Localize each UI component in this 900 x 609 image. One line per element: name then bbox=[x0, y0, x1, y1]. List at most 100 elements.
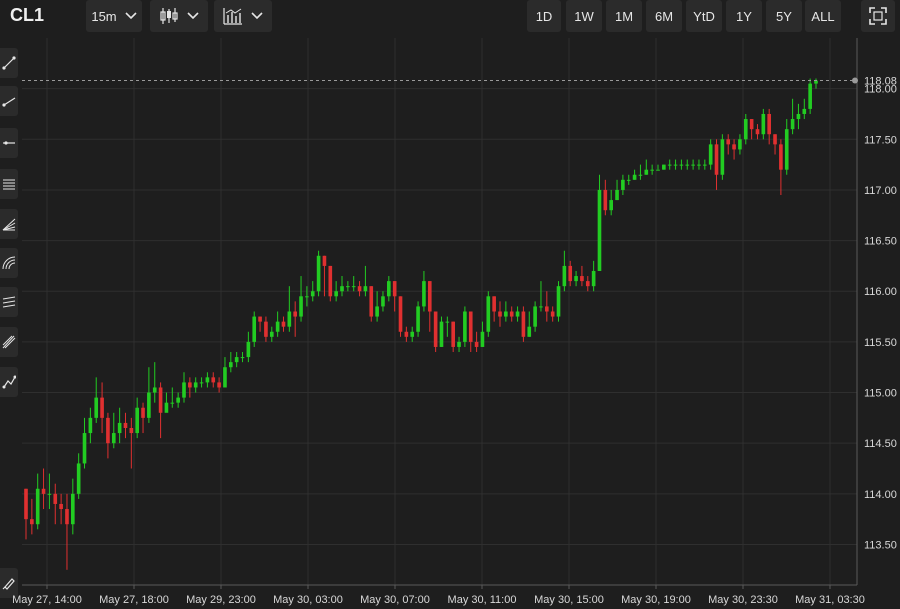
path-icon bbox=[2, 375, 16, 389]
candle bbox=[328, 265, 333, 302]
candle bbox=[94, 377, 99, 423]
ray-icon bbox=[2, 97, 16, 107]
candle bbox=[340, 276, 344, 297]
brush-tool[interactable] bbox=[0, 568, 18, 598]
candle bbox=[509, 306, 514, 322]
candle bbox=[609, 189, 613, 216]
candle bbox=[392, 281, 397, 312]
x-tick-label: May 30, 15:00 bbox=[534, 594, 604, 606]
candle bbox=[35, 473, 40, 530]
candle bbox=[363, 265, 368, 297]
candle bbox=[556, 281, 561, 322]
candle bbox=[685, 159, 690, 170]
candle bbox=[732, 139, 736, 160]
y-tick-label: 118.00 bbox=[864, 84, 897, 96]
candle bbox=[410, 326, 415, 342]
candle bbox=[773, 134, 777, 155]
parallel-channel-tool[interactable] bbox=[0, 287, 18, 317]
horizontal-line-tool[interactable] bbox=[0, 128, 18, 158]
range-button-1w[interactable]: 1W bbox=[566, 0, 602, 32]
range-button-ytd[interactable]: YtD bbox=[686, 0, 722, 32]
pitchfork-tool[interactable] bbox=[0, 327, 18, 357]
y-tick-label: 113.50 bbox=[864, 539, 897, 551]
ray-tool[interactable] bbox=[0, 86, 18, 116]
candle bbox=[714, 139, 719, 190]
fib-arcs-tool[interactable] bbox=[0, 248, 18, 278]
range-button-5y[interactable]: 5Y bbox=[766, 0, 802, 32]
candle bbox=[76, 453, 81, 499]
candle bbox=[135, 397, 139, 439]
candle bbox=[779, 139, 783, 196]
range-button-1m[interactable]: 1M bbox=[606, 0, 642, 32]
candle bbox=[615, 179, 619, 201]
candle bbox=[562, 250, 567, 292]
range-button-6m[interactable]: 6M bbox=[646, 0, 682, 32]
candle bbox=[188, 377, 192, 398]
range-button-1y[interactable]: 1Y bbox=[726, 0, 762, 32]
candle bbox=[293, 301, 297, 337]
candle bbox=[82, 417, 87, 469]
interval-dropdown[interactable]: 15m bbox=[86, 0, 142, 32]
candle bbox=[310, 281, 315, 302]
brush-icon bbox=[2, 578, 15, 590]
candle bbox=[433, 311, 438, 353]
x-tick-label: May 30, 23:30 bbox=[708, 594, 778, 606]
candle bbox=[299, 276, 303, 322]
candle bbox=[468, 311, 473, 353]
fullscreen-button[interactable] bbox=[861, 0, 895, 32]
y-tick-label: 116.00 bbox=[864, 286, 897, 298]
range-button-all[interactable]: ALL bbox=[805, 0, 841, 32]
chart-style-dropdown[interactable] bbox=[150, 0, 208, 32]
path-tool[interactable] bbox=[0, 367, 18, 397]
pitchfork-icon bbox=[2, 335, 16, 349]
candle bbox=[761, 108, 766, 140]
chevron-down-icon bbox=[125, 12, 137, 20]
candle bbox=[580, 265, 584, 287]
symbol-label[interactable]: CL1 bbox=[10, 5, 45, 25]
fib-fan-icon bbox=[2, 218, 16, 231]
candle bbox=[527, 311, 532, 337]
last-price-line: 118.08 bbox=[22, 76, 897, 88]
candle bbox=[767, 108, 771, 145]
x-tick-label: May 30, 11:00 bbox=[448, 594, 517, 606]
candle bbox=[240, 352, 245, 363]
candle bbox=[229, 352, 233, 373]
candle bbox=[305, 286, 309, 307]
candle bbox=[545, 291, 549, 322]
y-tick-label: 114.50 bbox=[864, 438, 897, 450]
candle bbox=[24, 488, 28, 540]
last-price-marker bbox=[852, 77, 858, 84]
candle bbox=[258, 316, 262, 332]
candle bbox=[691, 159, 695, 170]
x-tick-label: May 30, 07:00 bbox=[360, 594, 430, 606]
trend-line-tool[interactable] bbox=[0, 48, 18, 78]
candle bbox=[796, 103, 801, 130]
candle bbox=[585, 276, 590, 292]
candle bbox=[790, 98, 795, 135]
candle bbox=[170, 387, 175, 408]
fib-retracement-tool[interactable] bbox=[0, 169, 18, 199]
fib-arcs-icon bbox=[2, 256, 16, 270]
candle bbox=[398, 296, 403, 337]
range-label: 1D bbox=[535, 8, 553, 24]
candle bbox=[784, 119, 789, 175]
y-tick-label: 116.50 bbox=[864, 236, 897, 248]
range-button-1d[interactable]: 1D bbox=[527, 0, 561, 32]
candle bbox=[568, 260, 573, 287]
candle bbox=[749, 119, 754, 140]
x-tick-label: May 27, 18:00 bbox=[99, 594, 169, 606]
range-label: 1W bbox=[574, 8, 594, 24]
range-label: YtD bbox=[693, 8, 715, 24]
candle bbox=[53, 483, 58, 525]
candle bbox=[65, 493, 69, 570]
candle bbox=[346, 281, 350, 292]
candle bbox=[387, 276, 391, 302]
fib-fan-tool[interactable] bbox=[0, 209, 18, 239]
candle bbox=[521, 306, 526, 342]
candle bbox=[334, 281, 338, 302]
candle bbox=[451, 321, 455, 353]
candle bbox=[498, 301, 502, 327]
indicators-dropdown[interactable] bbox=[214, 0, 272, 32]
candle bbox=[755, 124, 760, 140]
